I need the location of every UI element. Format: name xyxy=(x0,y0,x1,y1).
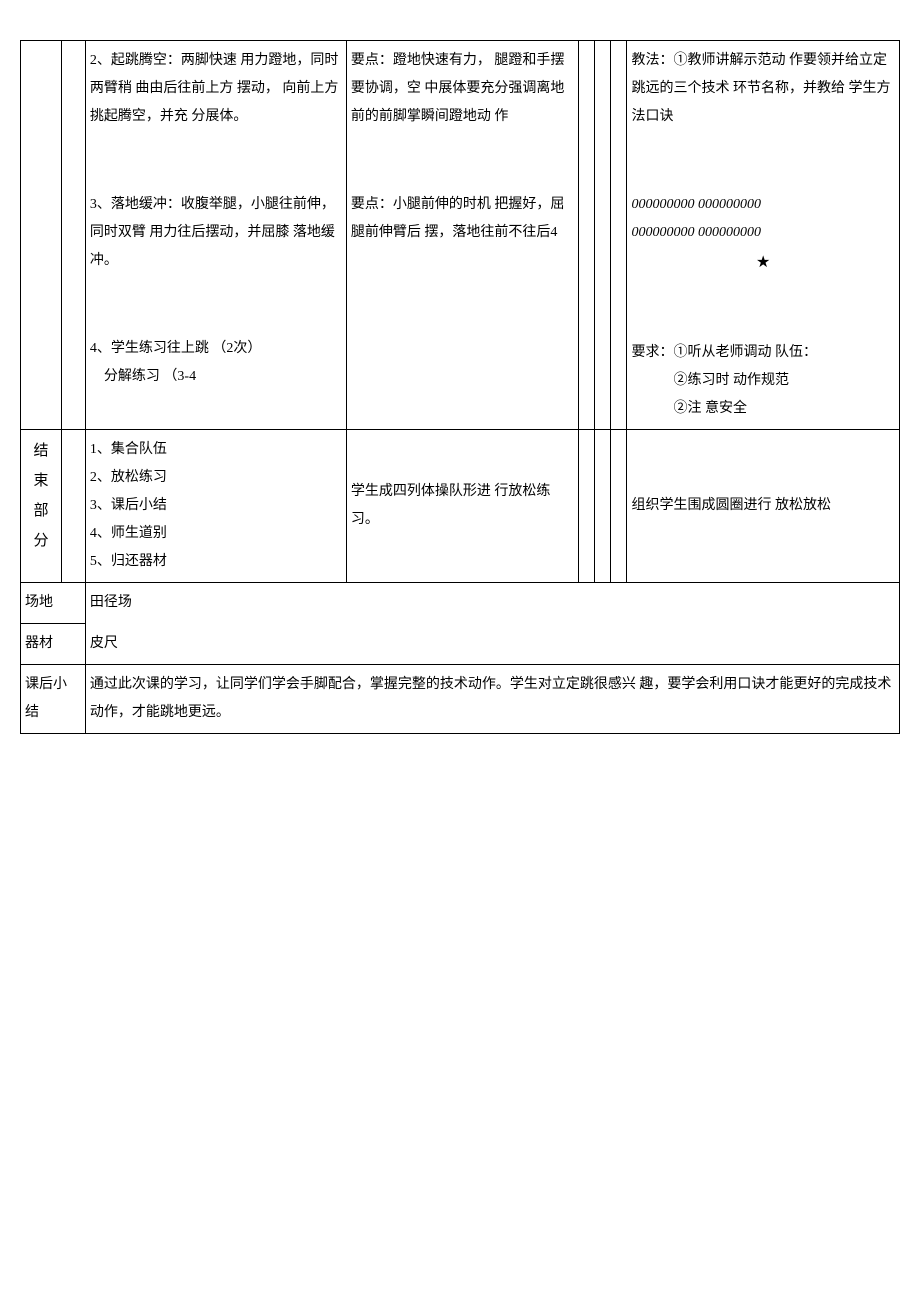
ending-label-text: 结束部分 xyxy=(25,436,57,556)
ending-content-cell: 1、集合队伍 2、放松练习 3、课后小结 4、师生道别 5、归还器材 xyxy=(85,430,346,583)
ending-item-5: 5、归还器材 xyxy=(90,548,342,576)
spacer-col-4b xyxy=(611,430,627,583)
content-block-2: 2、起跳腾空：两脚快速 用力蹬地，同时两臂稍 曲由后往前上方 摆动， 向前上方挑… xyxy=(90,47,342,131)
content-text-2: 2、起跳腾空：两脚快速 用力蹬地，同时两臂稍 曲由后往前上方 摆动， 向前上方挑… xyxy=(90,53,339,124)
ending-method-text: 组织学生围成圆圈进行 放松放松 xyxy=(631,498,831,513)
ending-method-cell: 组织学生围成圆圈进行 放松放松 xyxy=(627,430,900,583)
summary-value: 通过此次课的学习，让同学们学会手脚配合，掌握完整的技术动作。学生对立定跳很感兴 … xyxy=(90,677,892,720)
summary-row: 课后小结 通过此次课的学习，让同学们学会手脚配合，掌握完整的技术动作。学生对立定… xyxy=(21,665,900,734)
ending-label: 结束部分 xyxy=(25,436,57,556)
content-block-3: 3、落地缓冲：收腹举腿，小腿往前伸，同时双臂 用力往后摆动，并屈膝 落地缓冲。 xyxy=(90,191,342,275)
formation-line-1: 000000000 000000000 xyxy=(631,191,895,219)
star-marker: ★ xyxy=(631,247,895,279)
spacer-col-2 xyxy=(578,41,594,430)
spacer-col-1b xyxy=(62,430,86,583)
equipment-row: 器材 皮尺 xyxy=(21,624,900,665)
teaching-label: 教法： xyxy=(631,53,673,68)
spacer-col-2b xyxy=(578,430,594,583)
points-cell: 要点：蹬地快速有力， 腿蹬和手摆要协调，空 中展体要充分强调离地 前的前脚掌瞬间… xyxy=(346,41,578,430)
spacer-col-3b xyxy=(594,430,610,583)
content-text-4: 4、学生练习往上跳 （2次） xyxy=(90,335,342,363)
content-text-3: 3、落地缓冲：收腹举腿，小腿往前伸，同时双臂 用力往后摆动，并屈膝 落地缓冲。 xyxy=(90,197,335,268)
points-block-2: 要点：蹬地快速有力， 腿蹬和手摆要协调，空 中展体要充分强调离地 前的前脚掌瞬间… xyxy=(351,47,574,131)
formation-line-2: 000000000 000000000 xyxy=(631,219,895,247)
ending-item-1: 1、集合队伍 xyxy=(90,436,342,464)
points-block-3: 要点：小腿前伸的时机 把握好，屈腿前伸臂后 摆，落地往前不往后4 xyxy=(351,191,574,247)
content-text-4-sub: 分解练习 （3-4 xyxy=(90,363,342,391)
venue-label: 场地 xyxy=(25,595,53,610)
teaching-method-block: 教法：①教师讲解示范动 作要领并给立定 跳远的三个技术 环节名称，并教给 学生方… xyxy=(631,47,895,131)
ending-item-2: 2、放松练习 xyxy=(90,464,342,492)
ending-points-text: 学生成四列体操队形进 行放松练习。 xyxy=(351,484,551,527)
require-item-3: ②注 意安全 xyxy=(631,395,895,423)
ending-label-cell: 结束部分 xyxy=(21,430,62,583)
venue-label-cell: 场地 xyxy=(21,583,86,624)
require-item-1: ①听从老师调动 队伍： xyxy=(673,345,817,360)
summary-label-cell: 课后小结 xyxy=(21,665,86,734)
content-block-4: 4、学生练习往上跳 （2次） 分解练习 （3-4 xyxy=(90,335,342,391)
require-label: 要求： xyxy=(631,345,673,360)
ending-item-4: 4、师生道别 xyxy=(90,520,342,548)
spacer-col-4 xyxy=(611,41,627,430)
summary-label: 课后小结 xyxy=(25,677,67,720)
venue-value: 田径场 xyxy=(90,595,132,610)
main-section-row: 2、起跳腾空：两脚快速 用力蹬地，同时两臂稍 曲由后往前上方 摆动， 向前上方挑… xyxy=(21,41,900,430)
points-text-2: 要点：蹬地快速有力， 腿蹬和手摆要协调，空 中展体要充分强调离地 前的前脚掌瞬间… xyxy=(351,53,565,124)
spacer-col-3 xyxy=(594,41,610,430)
venue-row: 场地 田径场 xyxy=(21,583,900,624)
equipment-label: 器材 xyxy=(25,636,53,651)
spacer-col-1 xyxy=(62,41,86,430)
formation-block: 000000000 000000000 000000000 000000000 … xyxy=(631,191,895,279)
ending-item-3: 3、课后小结 xyxy=(90,492,342,520)
section-label-empty xyxy=(21,41,62,430)
equipment-value-cell: 皮尺 xyxy=(85,624,899,665)
require-item-2: ②练习时 动作规范 xyxy=(631,367,895,395)
requirements-block: 要求：①听从老师调动 队伍： ②练习时 动作规范 ②注 意安全 xyxy=(631,339,895,423)
content-cell: 2、起跳腾空：两脚快速 用力蹬地，同时两臂稍 曲由后往前上方 摆动， 向前上方挑… xyxy=(85,41,346,430)
lesson-plan-table: 2、起跳腾空：两脚快速 用力蹬地，同时两臂稍 曲由后往前上方 摆动， 向前上方挑… xyxy=(20,40,900,734)
summary-value-cell: 通过此次课的学习，让同学们学会手脚配合，掌握完整的技术动作。学生对立定跳很感兴 … xyxy=(85,665,899,734)
method-cell: 教法：①教师讲解示范动 作要领并给立定 跳远的三个技术 环节名称，并教给 学生方… xyxy=(627,41,900,430)
equipment-value: 皮尺 xyxy=(90,636,118,651)
venue-value-cell: 田径场 xyxy=(85,583,899,624)
equipment-label-cell: 器材 xyxy=(21,624,86,665)
points-text-3: 要点：小腿前伸的时机 把握好，屈腿前伸臂后 摆，落地往前不往后4 xyxy=(351,197,565,240)
ending-section-row: 结束部分 1、集合队伍 2、放松练习 3、课后小结 4、师生道别 5、归还器材 … xyxy=(21,430,900,583)
ending-points-cell: 学生成四列体操队形进 行放松练习。 xyxy=(346,430,578,583)
